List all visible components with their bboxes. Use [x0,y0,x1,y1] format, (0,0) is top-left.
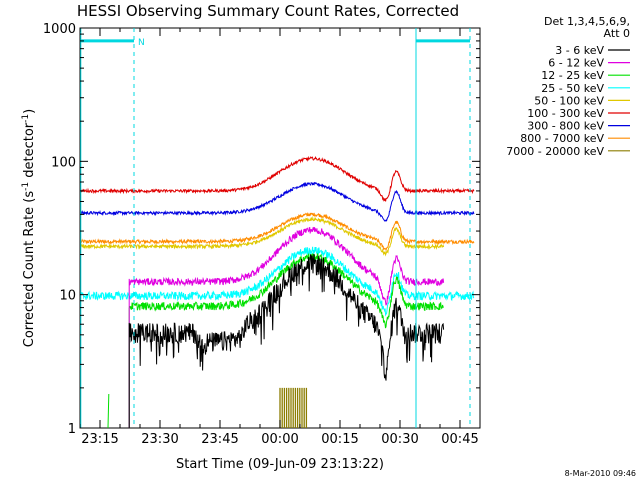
x-tick-label-6: 00:45 [441,432,478,447]
series-line-4 [80,215,445,257]
series-green-ramp [107,393,110,429]
legend-header-0: Det 1,3,4,5,6,9, [544,15,630,28]
footer-timestamp: 8-Mar-2010 09:46 [565,469,636,478]
saa-markers-layer: N [80,28,471,428]
y-label-end: ) [22,109,37,114]
y-label-base: Corrected Count Rate (s [22,191,37,348]
y-tick-label-0: 1 [68,422,76,437]
y-label-mid: detector [22,122,37,182]
legend-label-3: 25 - 50 keV [541,82,604,95]
legend-header-1: Att 0 [604,27,630,40]
x-tick-label-5: 00:30 [381,432,418,447]
legend-label-5: 100 - 300 keV [527,107,604,120]
y-axis-label: Corrected Count Rate (s-1 detector-1) [21,109,37,347]
series-line-6 [80,181,475,222]
plot-area-frame [79,27,481,429]
y-tick-label-1: 10 [59,289,76,304]
legend-label-0: 3 - 6 keV [555,44,604,57]
series-line-5 [80,155,475,202]
series-line-3 [80,246,475,317]
legend-label-7: 800 - 7000 keV [520,132,604,145]
legend-label-6: 300 - 800 keV [527,120,604,133]
series-line-7 [80,211,475,252]
x-tick-label-3: 00:00 [261,432,298,447]
legend-label-2: 12 - 25 keV [541,69,604,82]
legend-label-4: 50 - 100 keV [534,94,604,107]
x-tick-label-2: 23:45 [201,432,238,447]
x-tick-label-4: 00:15 [321,432,358,447]
axes-layer: 23:15 23:30 23:45 00:00 00:15 00:30 00:45 1 10 10… [43,22,481,447]
saa-label-0: N [138,38,145,48]
x-tick-label-0: 23:15 [81,432,118,447]
legend-label-8: 7000 - 20000 keV [506,145,604,158]
y-tick-label-2: 100 [51,155,76,170]
legend-label-1: 6 - 12 keV [548,57,604,70]
series-line-0 [128,253,445,428]
y-tick-label-3: 1000 [43,22,76,37]
series-line-2 [128,253,444,428]
x-axis-label: Start Time (09-Jun-09 23:13:22) [176,457,384,472]
chart-title: HESSI Observing Summary Count Rates, Cor… [77,2,459,20]
series-line-1 [128,226,445,428]
series-layer [80,155,475,429]
y-label-sup1: -1 [21,182,31,191]
x-tick-label-1: 23:30 [141,432,178,447]
y-label-sup2: -1 [21,114,31,123]
